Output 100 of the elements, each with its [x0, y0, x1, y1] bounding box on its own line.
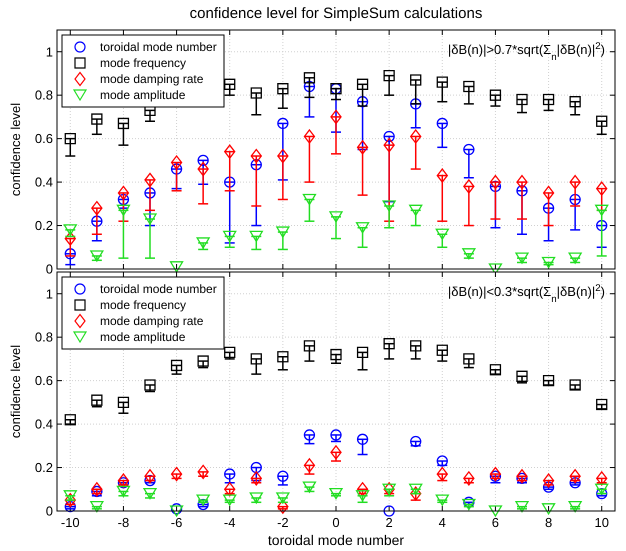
x-tick-label: 6 [492, 515, 500, 530]
point [170, 503, 182, 514]
point [490, 470, 502, 482]
point [568, 252, 582, 264]
point [250, 230, 263, 242]
point [170, 163, 182, 175]
point [170, 261, 184, 272]
point [330, 110, 342, 124]
y-tick-label: 0.4 [34, 416, 53, 432]
point [91, 201, 103, 216]
point [197, 154, 209, 166]
point [516, 185, 528, 196]
point [462, 248, 476, 260]
y-tick-label: 1 [46, 44, 53, 60]
point [569, 174, 581, 190]
point [515, 501, 529, 512]
point [569, 379, 581, 391]
point [542, 186, 554, 200]
x-tick-label: 4 [438, 515, 446, 530]
point [224, 482, 236, 496]
point [488, 505, 502, 517]
point [596, 116, 608, 127]
point [462, 498, 476, 510]
point [90, 250, 104, 262]
point [197, 498, 209, 510]
point [542, 202, 554, 214]
y-axis-title: confidence level [8, 102, 23, 196]
point [330, 445, 342, 460]
x-tick-label: 0 [332, 515, 340, 530]
point [490, 90, 502, 101]
point [436, 228, 449, 240]
y-axis-title: confidence level [8, 344, 23, 438]
point [250, 353, 262, 365]
point [118, 118, 130, 130]
point [143, 213, 157, 225]
point [516, 94, 528, 106]
point [383, 338, 395, 350]
annotation: |δB(n)|<0.3*sqrt(Σ$_{n}$|δB(n)|$^{2}$) [448, 282, 605, 304]
point [542, 256, 556, 268]
legend-label: toroidal mode number [100, 282, 217, 296]
point [516, 174, 528, 190]
point [197, 464, 209, 480]
legend-label: mode damping rate [100, 72, 204, 86]
point [516, 469, 528, 484]
point [304, 340, 316, 352]
legend-label: mode frequency [100, 56, 186, 70]
point [329, 211, 343, 223]
point [277, 118, 289, 130]
point [144, 187, 156, 199]
point [463, 353, 475, 365]
point [410, 74, 422, 86]
point [410, 340, 422, 352]
point [595, 204, 608, 216]
point [277, 470, 289, 482]
point [410, 129, 422, 144]
point [250, 462, 262, 474]
point [116, 204, 130, 216]
point [91, 486, 103, 498]
point [304, 429, 316, 441]
y-tick-label: 0.4 [34, 174, 53, 190]
y-tick-label: 0.8 [34, 88, 53, 103]
point [568, 501, 582, 512]
legend-label: mode damping rate [100, 314, 204, 328]
point [118, 194, 130, 206]
point [463, 144, 475, 156]
point [596, 471, 608, 486]
y-tick-label: 0 [46, 504, 53, 519]
point [276, 492, 290, 504]
point [596, 220, 608, 232]
legend-label: mode frequency [100, 298, 186, 312]
point [436, 466, 448, 482]
legend-label: mode amplitude [100, 330, 186, 344]
point [224, 468, 236, 480]
point [277, 148, 289, 164]
point [356, 490, 370, 502]
point [436, 344, 448, 356]
point [436, 76, 448, 88]
point [596, 398, 608, 410]
point [542, 503, 556, 514]
point [515, 252, 529, 264]
chart-title: confidence level for SimpleSum calculations [190, 5, 482, 22]
point [277, 83, 289, 94]
point [276, 226, 290, 238]
point [490, 364, 502, 376]
point [410, 98, 422, 110]
point [356, 78, 368, 90]
point [463, 179, 475, 194]
point [118, 473, 130, 488]
point [463, 496, 475, 508]
point [118, 396, 130, 408]
point [196, 237, 210, 249]
y-tick-label: 0.8 [34, 330, 53, 345]
point [224, 176, 236, 188]
point [304, 458, 316, 473]
point [383, 130, 395, 142]
point [144, 469, 156, 484]
point [410, 436, 422, 448]
point [436, 494, 449, 506]
point [64, 224, 77, 236]
annotation: |δB(n)|>0.7*sqrt(Σ$_{n}$|δB(n)|$^{2}$) [448, 40, 605, 62]
